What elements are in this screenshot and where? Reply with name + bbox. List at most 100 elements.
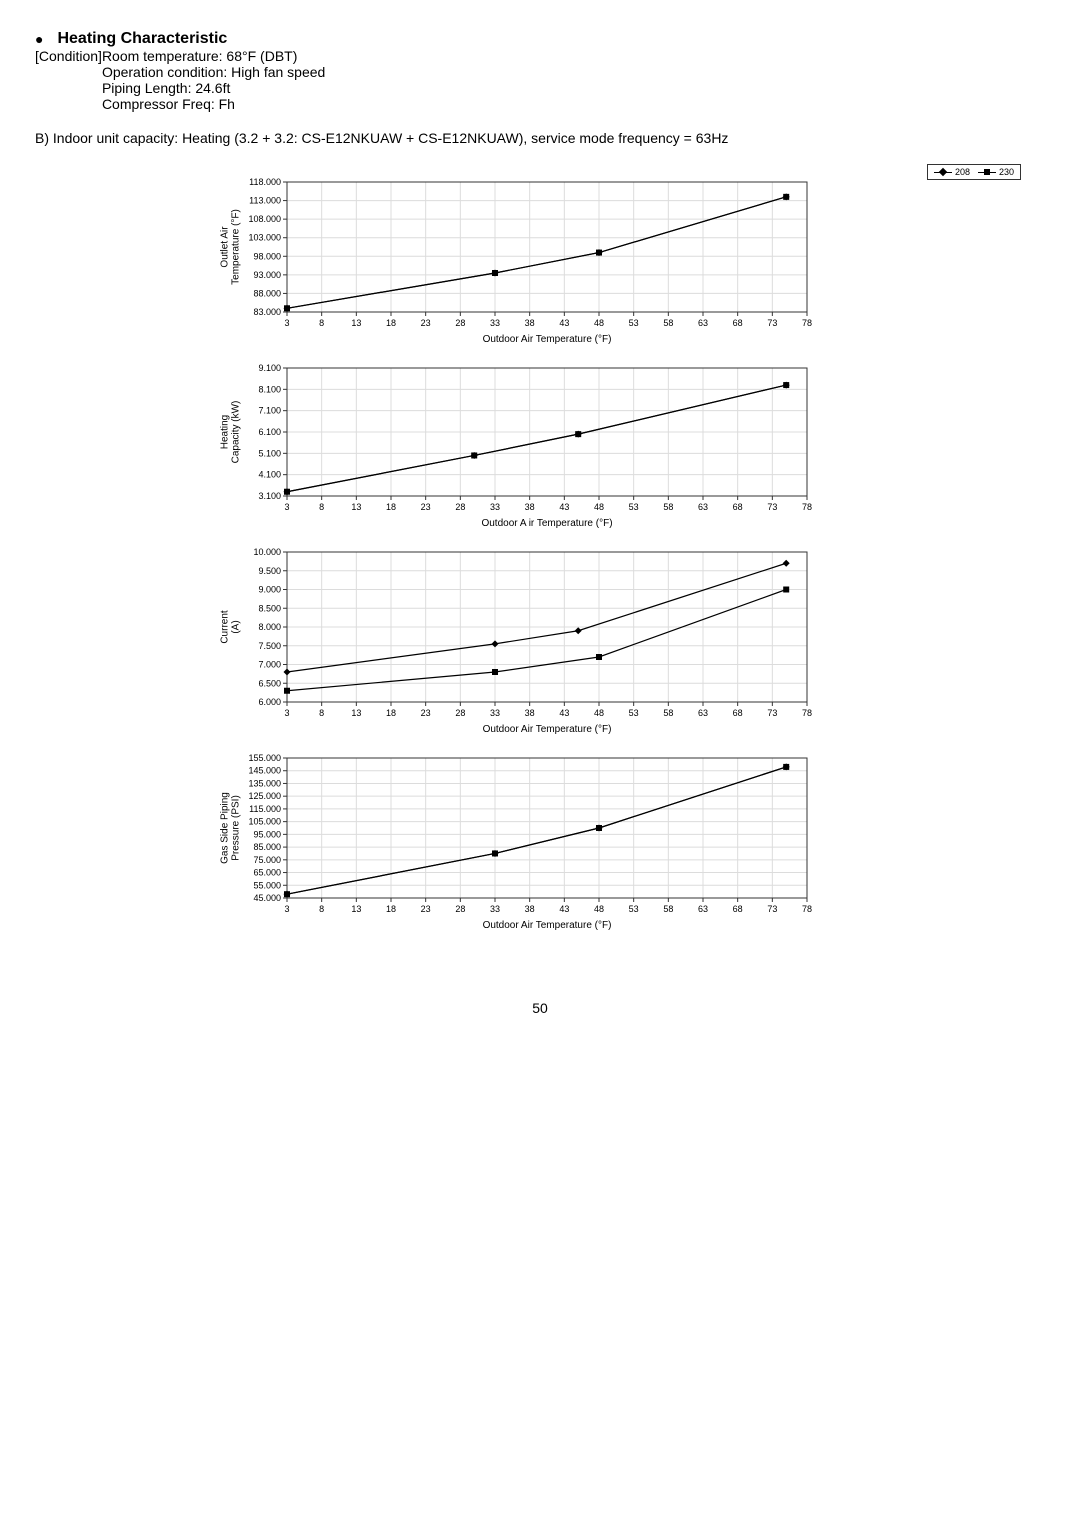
svg-text:108.000: 108.000 — [248, 214, 281, 224]
svg-text:13: 13 — [351, 318, 361, 328]
condition-line: Piping Length: 24.6ft — [102, 80, 325, 96]
svg-text:33: 33 — [490, 318, 500, 328]
svg-text:23: 23 — [421, 904, 431, 914]
svg-text:38: 38 — [525, 708, 535, 718]
svg-text:(A): (A) — [231, 620, 242, 633]
svg-text:Current: Current — [220, 610, 231, 644]
svg-text:48: 48 — [594, 904, 604, 914]
svg-text:6.100: 6.100 — [258, 427, 281, 437]
chart-heating-capacity: 3813182328333843485358636873783.1004.100… — [215, 360, 1045, 538]
svg-text:7.000: 7.000 — [258, 660, 281, 670]
svg-text:45.000: 45.000 — [253, 893, 281, 903]
svg-text:Outdoor Air Temperature (°F): Outdoor Air Temperature (°F) — [483, 920, 612, 931]
svg-text:68: 68 — [733, 502, 743, 512]
svg-text:18: 18 — [386, 318, 396, 328]
svg-text:8: 8 — [319, 318, 324, 328]
svg-text:48: 48 — [594, 318, 604, 328]
legend-item-208: 208 — [934, 167, 970, 177]
chart-current: 3813182328333843485358636873786.0006.500… — [215, 544, 1045, 744]
svg-text:43: 43 — [559, 502, 569, 512]
svg-text:Outdoor A ir Temperature (°F): Outdoor A ir Temperature (°F) — [481, 518, 612, 529]
svg-text:75.000: 75.000 — [253, 855, 281, 865]
section-title: Heating Characteristic — [57, 30, 227, 48]
svg-text:58: 58 — [663, 708, 673, 718]
svg-text:103.000: 103.000 — [248, 233, 281, 243]
svg-text:68: 68 — [733, 904, 743, 914]
svg-text:13: 13 — [351, 502, 361, 512]
svg-text:118.000: 118.000 — [249, 177, 281, 187]
svg-text:9.500: 9.500 — [258, 566, 281, 576]
svg-text:Heating: Heating — [220, 415, 231, 449]
svg-text:18: 18 — [386, 502, 396, 512]
svg-text:9.000: 9.000 — [258, 585, 281, 595]
svg-text:13: 13 — [351, 904, 361, 914]
diamond-marker-icon — [939, 168, 947, 176]
svg-text:Outdoor Air Temperature (°F): Outdoor Air Temperature (°F) — [483, 334, 612, 345]
svg-text:73: 73 — [767, 904, 777, 914]
svg-text:43: 43 — [559, 904, 569, 914]
svg-text:3: 3 — [284, 318, 289, 328]
svg-text:53: 53 — [629, 502, 639, 512]
subtitle: B) Indoor unit capacity: Heating (3.2 + … — [35, 130, 1045, 146]
svg-text:53: 53 — [629, 708, 639, 718]
svg-text:Temperature (°F): Temperature (°F) — [231, 209, 242, 285]
page-number: 50 — [35, 1000, 1045, 1016]
svg-text:18: 18 — [386, 904, 396, 914]
condition-line: Compressor Freq: Fh — [102, 96, 325, 112]
svg-text:3: 3 — [284, 708, 289, 718]
svg-text:83.000: 83.000 — [253, 307, 281, 317]
svg-text:Outdoor Air Temperature (°F): Outdoor Air Temperature (°F) — [483, 724, 612, 735]
svg-text:3: 3 — [284, 904, 289, 914]
svg-text:Pressure (PSI): Pressure (PSI) — [231, 795, 242, 861]
svg-text:43: 43 — [559, 318, 569, 328]
svg-text:73: 73 — [767, 318, 777, 328]
chart-svg: 3813182328333843485358636873783.1004.100… — [215, 360, 827, 538]
svg-text:95.000: 95.000 — [253, 829, 281, 839]
svg-text:55.000: 55.000 — [253, 880, 281, 890]
svg-text:3: 3 — [284, 502, 289, 512]
svg-text:63: 63 — [698, 318, 708, 328]
legend: 208 230 — [927, 164, 1021, 180]
svg-text:4.100: 4.100 — [258, 470, 281, 480]
condition-line: Operation condition: High fan speed — [102, 64, 325, 80]
svg-text:28: 28 — [455, 502, 465, 512]
chart-outlet-air: 208 230 38131823283338434853586368737883… — [215, 166, 1045, 354]
svg-text:58: 58 — [663, 904, 673, 914]
svg-text:78: 78 — [802, 502, 812, 512]
svg-text:28: 28 — [455, 318, 465, 328]
svg-text:Capacity (kW): Capacity (kW) — [231, 401, 242, 464]
svg-text:7.100: 7.100 — [258, 406, 281, 416]
svg-text:48: 48 — [594, 708, 604, 718]
svg-text:115.000: 115.000 — [249, 804, 281, 814]
svg-text:10.000: 10.000 — [253, 547, 281, 557]
svg-text:23: 23 — [421, 708, 431, 718]
svg-text:6.000: 6.000 — [258, 697, 281, 707]
svg-text:155.000: 155.000 — [248, 753, 281, 763]
chart-gas-pressure: 38131823283338434853586368737845.00055.0… — [215, 750, 1045, 940]
svg-text:6.500: 6.500 — [258, 678, 281, 688]
svg-text:28: 28 — [455, 708, 465, 718]
svg-text:5.100: 5.100 — [258, 448, 281, 458]
svg-text:28: 28 — [455, 904, 465, 914]
svg-text:65.000: 65.000 — [253, 868, 281, 878]
svg-text:73: 73 — [767, 708, 777, 718]
svg-text:43: 43 — [559, 708, 569, 718]
svg-text:93.000: 93.000 — [253, 270, 281, 280]
svg-text:38: 38 — [525, 904, 535, 914]
svg-text:38: 38 — [525, 502, 535, 512]
svg-text:53: 53 — [629, 318, 639, 328]
chart-svg: 38131823283338434853586368737845.00055.0… — [215, 750, 827, 940]
svg-text:88.000: 88.000 — [253, 288, 281, 298]
svg-text:33: 33 — [490, 708, 500, 718]
svg-text:8: 8 — [319, 502, 324, 512]
svg-text:9.100: 9.100 — [258, 363, 281, 373]
svg-text:23: 23 — [421, 318, 431, 328]
svg-text:Gas Side Piping: Gas Side Piping — [220, 792, 231, 864]
svg-text:23: 23 — [421, 502, 431, 512]
svg-text:98.000: 98.000 — [253, 251, 281, 261]
svg-text:58: 58 — [663, 502, 673, 512]
svg-text:113.000: 113.000 — [249, 196, 281, 206]
svg-text:7.500: 7.500 — [258, 641, 281, 651]
svg-text:8.500: 8.500 — [258, 603, 281, 613]
svg-text:38: 38 — [525, 318, 535, 328]
